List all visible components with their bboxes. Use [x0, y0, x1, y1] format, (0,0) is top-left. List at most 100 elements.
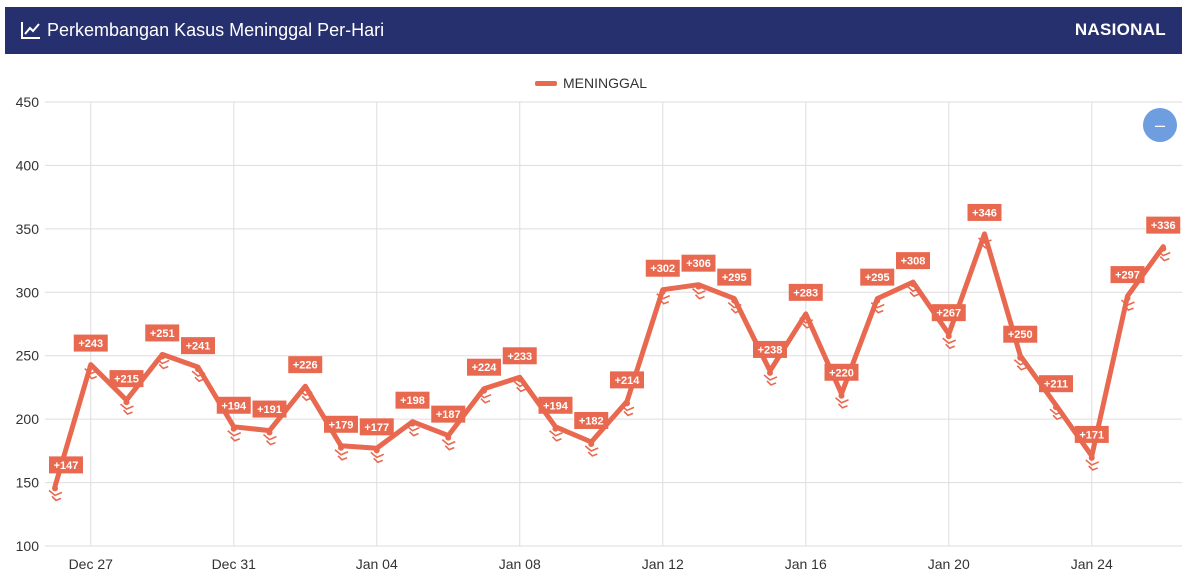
data-point-marker[interactable] [834, 392, 849, 409]
x-tick-label: Dec 31 [212, 556, 257, 572]
data-label-box [288, 356, 323, 374]
y-tick-label: 300 [16, 284, 40, 300]
y-tick-label: 450 [16, 94, 40, 110]
data-point-marker[interactable] [691, 283, 706, 300]
data-point-marker[interactable] [942, 333, 957, 350]
y-tick-label: 350 [16, 221, 40, 237]
data-label: +250 [1008, 329, 1033, 341]
data-point-marker[interactable] [441, 434, 456, 451]
data-point-marker[interactable] [262, 429, 277, 446]
y-tick-label: 200 [16, 411, 40, 427]
data-label: +220 [829, 367, 854, 379]
data-point-marker[interactable] [548, 425, 563, 442]
data-point-marker[interactable] [155, 353, 170, 370]
data-label: +224 [472, 362, 498, 374]
data-label-box [467, 358, 501, 376]
data-point-marker[interactable] [191, 366, 206, 383]
data-point-marker[interactable] [1013, 354, 1028, 371]
chart-title: Perkembangan Kasus Meninggal Per-Hari [47, 20, 385, 40]
data-label: +336 [1151, 220, 1176, 232]
data-point-marker[interactable] [1049, 404, 1064, 421]
data-label-box [145, 324, 180, 342]
data-point-marker[interactable] [227, 425, 242, 442]
data-label: +214 [615, 375, 641, 387]
data-point-marker[interactable] [727, 297, 742, 314]
data-point-marker[interactable] [48, 485, 63, 502]
data-point-marker[interactable] [1085, 454, 1100, 471]
data-point-marker[interactable] [620, 400, 635, 417]
data-label: +308 [901, 256, 926, 268]
data-label-box [395, 391, 430, 409]
chart-header: Perkembangan Kasus Meninggal Per-Hari NA… [5, 7, 1182, 54]
data-point-marker[interactable] [513, 376, 528, 393]
x-tick-label: Dec 27 [69, 556, 114, 572]
data-point-marker[interactable] [656, 288, 671, 305]
data-label-box [216, 396, 251, 414]
data-label: +182 [579, 415, 604, 427]
data-point-marker[interactable] [763, 369, 778, 386]
data-point-marker[interactable] [584, 440, 599, 457]
data-point-marker[interactable] [119, 399, 134, 416]
data-label: +191 [257, 404, 282, 416]
y-tick-label: 150 [16, 475, 40, 491]
x-tick-label: Jan 04 [356, 556, 398, 572]
data-point-marker[interactable] [799, 312, 814, 329]
data-point-marker[interactable] [1120, 295, 1135, 312]
data-label: +194 [543, 400, 569, 412]
data-label: +215 [114, 374, 139, 386]
data-label: +295 [865, 272, 890, 284]
data-label-box [645, 259, 680, 277]
data-label: +179 [329, 419, 354, 431]
data-label: +251 [150, 328, 175, 340]
data-label: +233 [507, 351, 532, 363]
data-label: +177 [364, 422, 389, 434]
data-label-box [717, 268, 752, 286]
minus-icon: – [1154, 115, 1165, 135]
chart-legend[interactable]: MENINGGAL [535, 73, 647, 93]
data-label: +302 [650, 263, 675, 275]
data-label: +194 [221, 400, 247, 412]
data-point-marker[interactable] [870, 297, 885, 314]
data-label-box [1039, 375, 1073, 393]
data-label: +297 [1115, 270, 1140, 282]
y-tick-label: 100 [16, 538, 40, 554]
data-label-box [1146, 216, 1181, 234]
data-point-marker[interactable] [370, 447, 385, 464]
data-label-box [967, 203, 1002, 221]
data-label: +306 [686, 258, 711, 270]
data-label: +346 [972, 207, 997, 219]
data-label: +295 [722, 272, 747, 284]
data-label-box [896, 252, 930, 270]
data-point-marker[interactable] [84, 363, 99, 380]
data-label: +226 [293, 360, 318, 372]
legend-label: MENINGGAL [563, 75, 648, 91]
data-label: +238 [758, 344, 783, 356]
data-label-box [109, 370, 144, 388]
data-label-box [1074, 425, 1109, 443]
data-label-box [252, 400, 287, 418]
data-label: +171 [1079, 429, 1104, 441]
zoom-out-button[interactable]: – [1143, 108, 1177, 142]
data-point-marker[interactable] [1156, 245, 1171, 262]
data-label: +187 [436, 409, 461, 421]
data-point-marker[interactable] [334, 444, 349, 461]
data-label-box [324, 415, 358, 433]
data-point-marker[interactable] [477, 387, 492, 404]
data-point-marker[interactable] [977, 232, 992, 249]
data-point-marker[interactable] [906, 281, 921, 298]
data-label-box [681, 254, 716, 272]
data-point-marker[interactable] [298, 385, 313, 402]
x-tick-label: Jan 20 [928, 556, 970, 572]
data-label-box [359, 418, 394, 436]
data-label: +283 [793, 287, 818, 299]
data-label-box [610, 371, 644, 389]
data-point-marker[interactable] [405, 420, 420, 437]
data-label-box [431, 405, 466, 423]
data-label-box [49, 456, 83, 474]
data-label-box [574, 411, 609, 429]
y-tick-label: 400 [16, 157, 40, 173]
data-label-box [502, 347, 537, 365]
data-label: +267 [936, 308, 961, 320]
legend-swatch [535, 80, 557, 86]
